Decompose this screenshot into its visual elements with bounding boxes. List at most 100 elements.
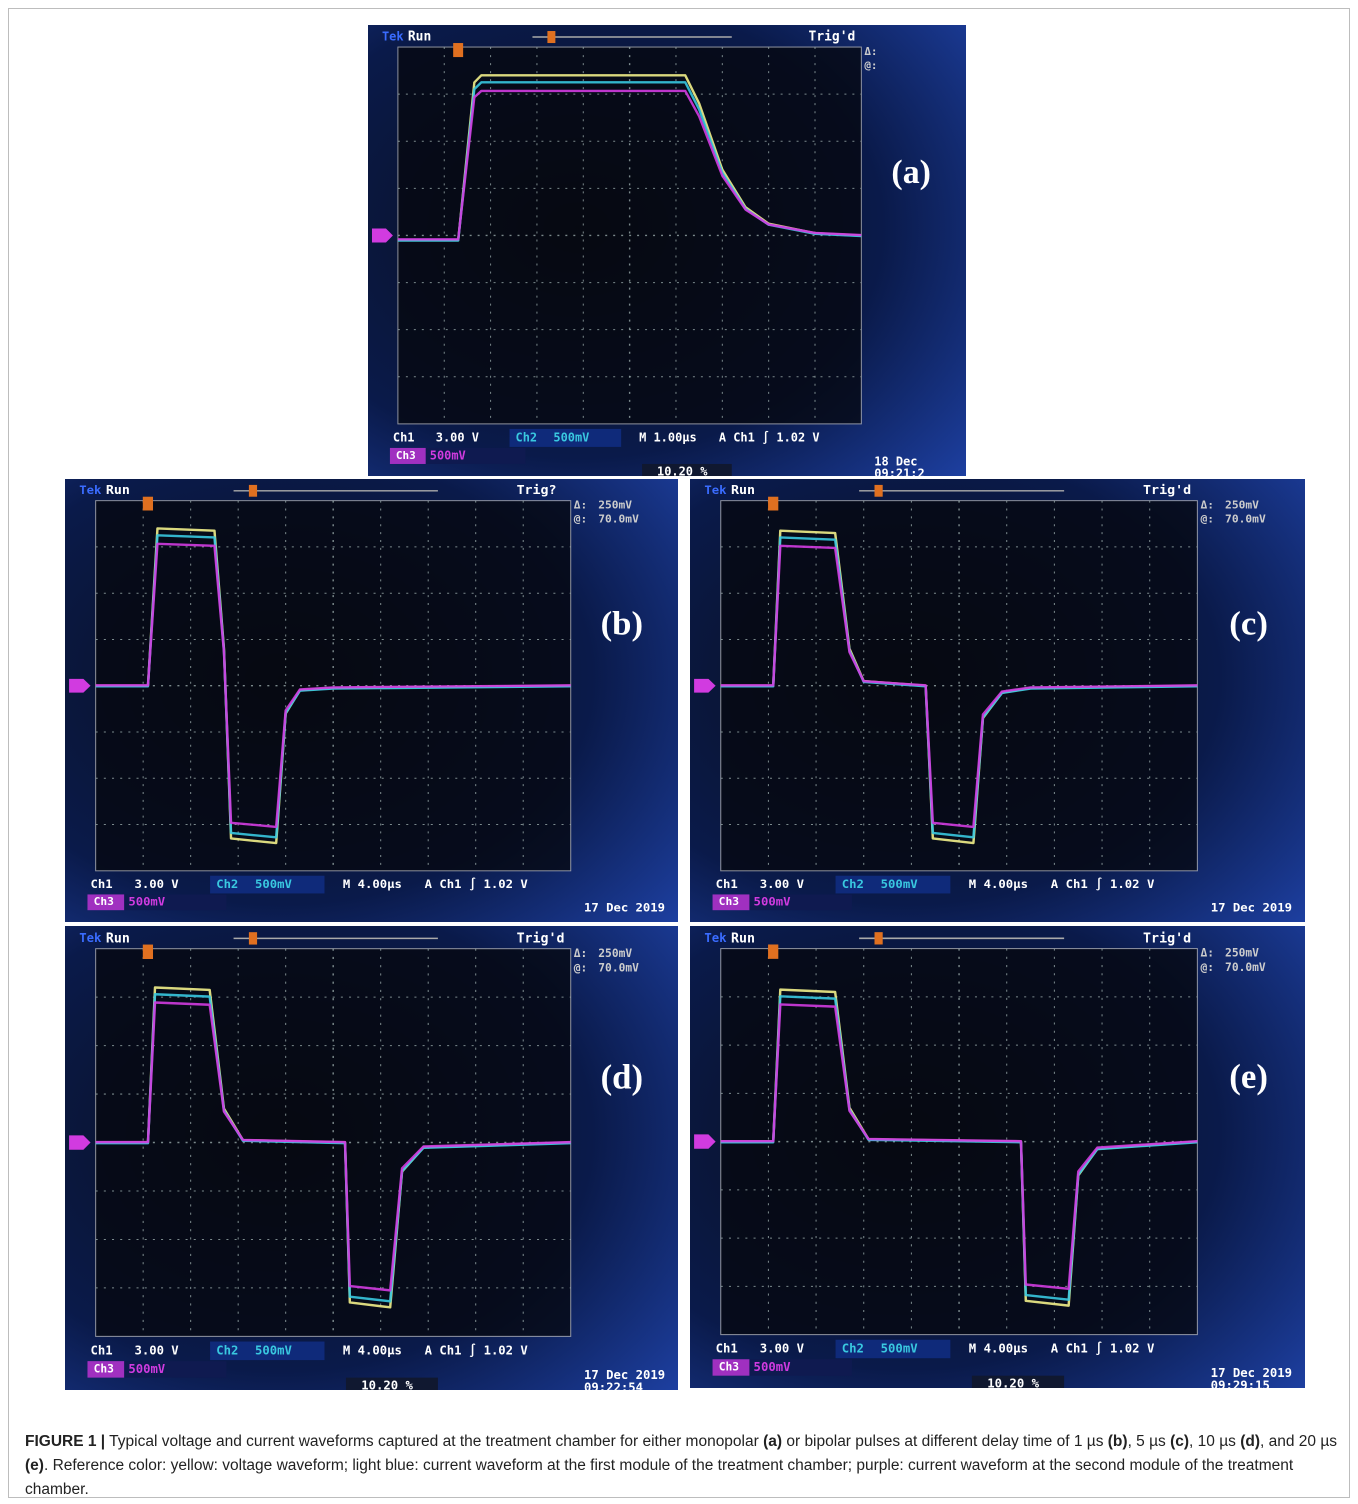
ch1-scale: 3.00 V [760, 1341, 805, 1355]
timebase: M 4.00µs [343, 1343, 402, 1357]
ch2: Ch2 [842, 1341, 864, 1355]
ch2: Ch2 [216, 877, 238, 891]
ch3-box [389, 447, 426, 464]
figure-frame [8, 8, 1350, 1498]
waveform [95, 542, 571, 829]
delta-value: 250mV [1225, 499, 1259, 512]
ch3-box [712, 894, 750, 911]
ch2-box [210, 1341, 325, 1361]
waveform [397, 89, 862, 241]
oscilloscope-screen: Tek Run Trig'd Δ: 250mV @: 70.0mV Ch1 3.00 V Ch2 5… [690, 479, 1305, 922]
ch2-scale: 500mV [255, 877, 292, 891]
oscilloscope-screen: Tek Run Trig'd Δ:@: Ch1 3.00 V Ch2 500mV M 1.00µ… [368, 25, 966, 476]
date: 17 Dec 2019 [1211, 1366, 1292, 1380]
trigger-point [453, 43, 464, 58]
status: Run [731, 483, 755, 498]
status: Run [106, 931, 130, 946]
tek: Tek [79, 483, 102, 497]
percent: 10.20 % [987, 1376, 1039, 1388]
ground-marker [694, 678, 716, 693]
tek: Tek [382, 30, 404, 44]
date: 17 Dec 2019 [584, 901, 665, 915]
at-label: @: [864, 59, 877, 72]
date: 18 Dec [874, 454, 917, 468]
waveform [95, 1001, 571, 1292]
ch3-scale: 500mV [430, 448, 466, 462]
trigger-marker [248, 484, 258, 497]
caption-label: FIGURE 1 | [25, 1433, 106, 1450]
trigger: Trig'd [517, 930, 565, 946]
ch3-box [87, 1361, 125, 1378]
at-value: 70.0mV [598, 512, 639, 525]
ch3: Ch3 [719, 1360, 740, 1373]
caption-ref: (a) [763, 1433, 783, 1450]
caption-ref: (e) [25, 1457, 44, 1474]
trigger-point [142, 944, 154, 959]
trigger: Trig? [517, 483, 557, 498]
ch2-box [835, 1339, 951, 1359]
caption-ref: (c) [1170, 1433, 1190, 1450]
delta-value: 250mV [598, 499, 632, 512]
ch3-scale-box [425, 447, 526, 464]
ch3: Ch3 [94, 1362, 114, 1375]
timebase: M 4.00µs [969, 1341, 1028, 1355]
trigger-point [142, 496, 154, 511]
ch3-scale: 500mV [754, 1360, 792, 1374]
waveform [720, 1003, 1198, 1291]
trigger-setting: A Ch1 ∫ 1.02 V [1051, 877, 1155, 891]
delta-label: Δ: [864, 45, 877, 58]
at-label: @: [574, 961, 588, 974]
ch3-scale: 500mV [128, 895, 165, 909]
ch2-scale: 500mV [881, 877, 918, 891]
trigger-point [768, 496, 779, 511]
delta-label: Δ: [1200, 947, 1214, 960]
trigger-marker [248, 932, 258, 945]
ch2: Ch2 [842, 877, 864, 891]
ground-marker [69, 678, 91, 693]
caption-text: , 10 µs [1189, 1433, 1241, 1450]
delta-value: 250mV [598, 947, 632, 960]
delta-value: 250mV [1225, 947, 1259, 960]
ground-marker [69, 1135, 91, 1150]
timebase: M 4.00µs [343, 877, 402, 891]
tek: Tek [79, 931, 102, 945]
status: Run [106, 483, 130, 498]
trigger-marker [874, 932, 883, 945]
at-value: 70.0mV [1225, 961, 1266, 974]
at-label: @: [1200, 513, 1214, 526]
ch1: Ch1 [393, 430, 415, 444]
ch1: Ch1 [91, 1343, 113, 1357]
oscilloscope-screen: Tek Run Trig? Δ: 250mV @: 70.0mV Ch1 3.00 V Ch2 50… [65, 479, 678, 922]
trigger-setting: A Ch1 ∫ 1.02 V [425, 877, 528, 891]
ch1: Ch1 [91, 877, 113, 891]
trigger-setting: A Ch1 ∫ 1.02 V [1051, 1341, 1155, 1355]
ch2-box [509, 428, 622, 447]
time: 09:21:2 [874, 466, 924, 476]
ch3-scale: 500mV [128, 1362, 165, 1376]
caption-text: , and 20 µs [1260, 1433, 1342, 1450]
ch1: Ch1 [716, 1341, 738, 1355]
oscilloscope-screen: Tek Run Trig'd Δ: 250mV @: 70.0mV Ch1 3.00 V Ch2 5… [690, 926, 1305, 1388]
at-value: 70.0mV [598, 961, 639, 974]
waveform [720, 544, 1198, 829]
trigger: Trig'd [1143, 930, 1191, 946]
caption-text: . Reference color: yellow: voltage wavef… [25, 1457, 1298, 1498]
caption-text: , 5 µs [1127, 1433, 1171, 1450]
ch2: Ch2 [516, 430, 538, 444]
at-label: @: [574, 512, 588, 525]
delta-label: Δ: [574, 947, 588, 960]
oscilloscope-screen: Tek Run Trig'd Δ: 250mV @: 70.0mV Ch1 3.00 V Ch2 5… [65, 926, 678, 1390]
ch3: Ch3 [719, 895, 739, 908]
panel-label: (d) [601, 1058, 643, 1097]
ch1-scale: 3.00 V [134, 877, 178, 891]
ch1-scale: 3.00 V [134, 1343, 179, 1357]
panel-label: (b) [601, 606, 643, 642]
ch2-box [835, 875, 951, 894]
time: 09:29:15 [1211, 1378, 1270, 1388]
caption-text: or bipolar pulses at different delay tim… [782, 1433, 1108, 1450]
ch3: Ch3 [396, 449, 416, 462]
ch3-scale-box [124, 1361, 227, 1378]
panel-label: (e) [1229, 1057, 1268, 1096]
percent-box [971, 1375, 1065, 1388]
